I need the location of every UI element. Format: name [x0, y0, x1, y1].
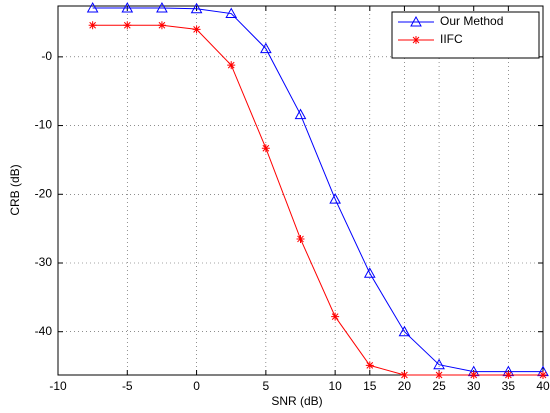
x-tick-label: 5	[263, 379, 270, 393]
y-tick-label: -20	[35, 186, 53, 200]
axes-box	[57, 5, 544, 376]
x-tick-label: -5	[122, 379, 133, 393]
legend-marker	[412, 36, 420, 44]
data-point	[227, 61, 236, 70]
data-point	[261, 144, 270, 153]
data-point	[121, 2, 134, 13]
x-tick-label: 25	[432, 379, 446, 393]
data-point	[157, 21, 166, 30]
data-point	[296, 234, 305, 243]
legend-marker	[410, 15, 422, 27]
data-point	[435, 371, 444, 379]
data-point	[86, 2, 99, 13]
data-point	[398, 325, 411, 337]
data-point	[156, 2, 168, 13]
data-point	[365, 361, 374, 370]
data-point	[225, 7, 238, 19]
plot-area	[58, 6, 543, 375]
x-tick-label: 20	[398, 379, 412, 393]
legend-label: Our Method	[440, 14, 503, 28]
data-point	[469, 371, 478, 379]
data-point	[260, 42, 272, 54]
y-tick-label: -10	[35, 118, 53, 132]
y-axis-label: CRB (dB)	[8, 164, 22, 215]
x-tick-label: 0	[193, 379, 200, 393]
data-point	[433, 358, 445, 370]
data-point	[504, 371, 513, 379]
legend: Our Method IIFC	[391, 11, 540, 59]
x-tick-label: 30	[467, 379, 481, 393]
x-tick-label: 15	[363, 379, 377, 393]
legend-box	[391, 11, 540, 59]
x-tick-label: 40	[536, 379, 550, 393]
data-point	[400, 371, 409, 379]
data-point	[539, 371, 547, 379]
series-line	[92, 24, 543, 376]
y-tick-label: -40	[35, 324, 53, 338]
y-tick-label: -0	[41, 49, 52, 63]
y-tick-label: -30	[35, 255, 53, 269]
x-tick-label: 35	[502, 379, 516, 393]
data-point	[123, 21, 132, 30]
data-point	[294, 108, 307, 120]
x-tick-label: -10	[49, 379, 67, 393]
x-tick-label: 10	[328, 379, 342, 393]
x-axis-label: SNR (dB)	[271, 394, 322, 408]
data-point	[331, 312, 340, 321]
data-point	[88, 21, 97, 30]
data-point	[363, 267, 376, 278]
data-point	[192, 25, 201, 34]
series-line	[92, 7, 543, 373]
data-point	[329, 193, 341, 204]
data-point	[190, 2, 203, 14]
legend-label: IIFC	[440, 32, 463, 46]
